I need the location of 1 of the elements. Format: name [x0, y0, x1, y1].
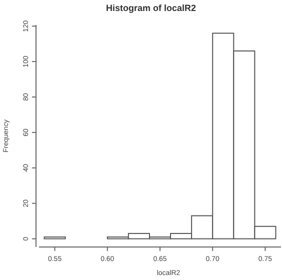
chart-title: Histogram of localR2: [106, 3, 196, 13]
